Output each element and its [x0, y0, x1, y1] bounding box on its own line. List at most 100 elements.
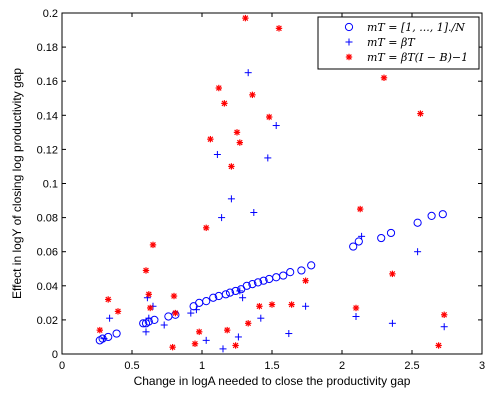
- data-point: [225, 288, 235, 297]
- data-point: [386, 228, 396, 238]
- data-point: [435, 342, 442, 349]
- y-tick-label: 0.14: [37, 110, 58, 122]
- data-point: [196, 328, 203, 336]
- data-point: [302, 302, 310, 310]
- data-point: [256, 303, 263, 310]
- data-point: [104, 332, 113, 342]
- y-tick-label: 0.18: [37, 42, 58, 54]
- data-point: [354, 237, 363, 246]
- data-point: [414, 248, 422, 256]
- data-point: [272, 273, 281, 282]
- data-point: [302, 277, 309, 284]
- data-point: [228, 163, 235, 170]
- data-point: [389, 270, 396, 278]
- axis-ticks: 0 0.5 1 1.5 2 2.5 3 0 0.02 0.04 0.06 0.08 0.1 0.12 0.1…: [37, 8, 485, 372]
- data-point: [272, 122, 280, 130]
- series-0-points: [95, 210, 447, 345]
- series-2-points: [96, 14, 448, 351]
- data-point: [213, 151, 221, 159]
- data-point: [388, 319, 396, 327]
- legend-marker: [344, 22, 354, 32]
- data-point: [202, 297, 211, 306]
- data-point: [413, 218, 422, 227]
- y-tick-label: 0.2: [43, 8, 58, 20]
- data-point: [285, 330, 293, 338]
- data-point: [100, 335, 108, 343]
- x-tick-label: 0: [59, 360, 65, 372]
- legend-marker: [345, 53, 353, 61]
- x-tick-label: 2: [339, 360, 345, 372]
- legend-label: mT = βT: [367, 36, 416, 49]
- data-point: [250, 208, 258, 216]
- data-point: [275, 25, 283, 32]
- data-point: [142, 267, 150, 274]
- data-point: [172, 309, 179, 317]
- legend-item: mT = βT: [345, 36, 416, 49]
- data-point: [266, 113, 273, 121]
- x-tick-label: 1: [199, 360, 205, 372]
- data-point: [145, 291, 152, 298]
- data-point: [187, 309, 195, 317]
- data-point: [105, 296, 112, 303]
- data-point: [236, 287, 244, 295]
- legend-box: [317, 16, 480, 70]
- data-point: [232, 342, 239, 349]
- y-tick-label: 0.12: [37, 144, 58, 156]
- data-point: [440, 323, 448, 331]
- data-point: [147, 304, 154, 312]
- data-point: [244, 69, 252, 77]
- data-point: [297, 266, 306, 275]
- x-tick-label: 0.5: [124, 360, 139, 372]
- data-point: [264, 154, 272, 162]
- y-tick-label: 0.04: [37, 281, 58, 293]
- data-point: [202, 336, 210, 344]
- legend-item: mT = βT(I − B)−1: [345, 51, 468, 64]
- data-point: [307, 261, 316, 270]
- data-point: [224, 326, 231, 334]
- data-point: [253, 278, 263, 287]
- x-tick-label: 2.5: [404, 360, 419, 372]
- legend-marker: [345, 38, 353, 46]
- y-tick-label: 0.08: [37, 213, 58, 225]
- data-point: [257, 314, 265, 322]
- data-point: [441, 311, 448, 318]
- data-point: [170, 292, 178, 300]
- data-point: [219, 345, 227, 353]
- data-point: [145, 314, 153, 322]
- data-point: [221, 100, 228, 107]
- data-point: [279, 271, 288, 280]
- data-point: [218, 214, 226, 222]
- data-point: [150, 315, 159, 324]
- data-point: [192, 306, 200, 314]
- y-tick-label: 0.02: [37, 315, 58, 327]
- y-tick-label: 0.06: [37, 247, 58, 259]
- x-axis-label: Change in logA needed to close the produ…: [134, 374, 411, 388]
- data-point: [233, 129, 241, 136]
- data-point: [242, 14, 249, 22]
- data-point: [160, 321, 168, 329]
- data-point: [139, 319, 148, 328]
- data-point: [377, 233, 386, 243]
- x-tick-label: 1.5: [264, 360, 279, 372]
- series-1-points: [100, 69, 448, 353]
- y-tick-label: 0.16: [37, 76, 58, 88]
- x-tick-label: 3: [479, 360, 485, 372]
- data-point: [227, 195, 235, 203]
- data-point: [242, 281, 251, 290]
- data-point: [352, 312, 360, 320]
- data-point: [112, 329, 121, 338]
- data-point: [349, 242, 358, 251]
- data-point: [149, 241, 157, 249]
- data-point: [248, 279, 257, 289]
- data-point: [438, 210, 447, 219]
- data-point: [357, 205, 364, 213]
- y-tick-label: 0.1: [43, 179, 58, 191]
- data-point: [288, 301, 295, 308]
- legend-item: mT = [1, ..., 1]./N: [344, 21, 465, 34]
- y-axis-label: Effect in logY of closing log productivi…: [10, 68, 24, 299]
- data-point: [239, 294, 247, 302]
- y-tick-label: 0: [52, 349, 58, 361]
- data-point: [195, 298, 204, 307]
- data-point: [286, 268, 295, 277]
